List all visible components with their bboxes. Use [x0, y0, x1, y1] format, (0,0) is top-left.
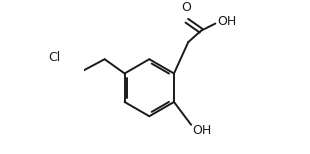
Text: OH: OH	[217, 15, 236, 28]
Text: O: O	[181, 1, 191, 14]
Text: OH: OH	[193, 124, 212, 137]
Text: Cl: Cl	[48, 51, 60, 64]
